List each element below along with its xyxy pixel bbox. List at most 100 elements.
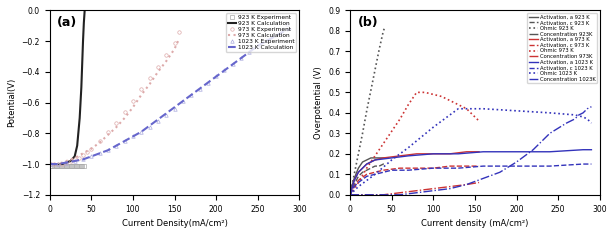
Ohmic 923 K [351,173,358,176]
973 K Calculation [88,147,95,150]
973 K Calculation [121,117,128,119]
Activation, c 923 K [363,169,370,172]
Activation, a 923 K [371,157,379,159]
Activation, a 1023 K [363,163,370,165]
973 K Experiment [50,163,58,165]
Concentration 973K [413,189,421,192]
Legend: 923 K Experiment, 923 K Calculation, 973 K Experiment, 973 K Calculation, 1023 K: 923 K Experiment, 923 K Calculation, 973… [226,13,297,52]
Activation, c 973 K [446,165,454,168]
973 K Calculation [96,141,103,144]
973 K Experiment [146,77,154,79]
1023 K Calculation [163,112,170,115]
Concentration 923K [371,193,379,196]
923 K Calculation [58,163,66,165]
1023 K Calculation [130,135,137,138]
Activation, a 923 K [351,177,358,180]
Concentration 1023K [413,191,421,194]
Concentration 1023K [580,111,587,114]
Concentration 973K [446,185,454,188]
1023 K Experiment [283,23,290,26]
Concentration 1023K [513,161,520,163]
973 K Calculation [138,94,145,96]
923 K Experiment [67,164,74,167]
1023 K Calculation [112,144,120,147]
1023 K Experiment [88,155,95,158]
923 K Experiment [75,164,82,167]
1023 K Calculation [179,100,187,102]
973 K Calculation [104,133,112,136]
973 K Calculation [130,106,137,109]
1023 K Calculation [154,118,161,121]
Concentration 973K [463,183,470,186]
923 K Experiment [62,164,69,167]
1023 K Calculation [121,140,128,142]
923 K Calculation [79,40,87,43]
1023 K Experiment [130,135,137,138]
Activation, c 973 K [379,169,387,172]
973 K Calculation [50,163,58,165]
1023 K Experiment [79,158,87,161]
Ohmic 1023 K [355,185,362,188]
X-axis label: Current Density(mA/cm²): Current Density(mA/cm²) [122,219,228,228]
Ohmic 923 K [363,110,370,112]
Concentration 923K [351,193,358,196]
Legend: Activation, a 923 K, Activation, c 923 K, Ohmic 923 K, Concentration 923K, Activ: Activation, a 923 K, Activation, c 923 K… [527,13,597,83]
Activation, a 1023 K [546,150,553,153]
973 K Experiment [163,54,170,56]
Activation, a 973 K [413,153,421,155]
973 K Calculation [154,70,161,73]
Concentration 1023K [496,171,503,174]
923 K Calculation [46,163,53,165]
1023 K Calculation [196,87,203,90]
Concentration 1023K [430,189,437,192]
973 K Experiment [55,163,62,165]
973 K Experiment [154,66,161,69]
973 K Experiment [63,161,70,164]
1023 K Calculation [221,69,228,72]
Activation, c 973 K [363,173,370,176]
Ohmic 973 K [475,120,483,122]
Line: Ohmic 973 K: Ohmic 973 K [350,92,479,195]
973 K Calculation [171,47,178,50]
Activation, a 923 K [359,161,366,163]
Activation, a 923 K [367,157,375,159]
1023 K Experiment [221,69,228,72]
1023 K Experiment [212,75,220,78]
Ohmic 1023 K [546,111,553,114]
Ohmic 973 K [471,116,478,118]
1023 K Experiment [262,38,270,41]
Ohmic 973 K [446,99,454,102]
1023 K Calculation [212,75,220,78]
Ohmic 923 K [367,89,375,92]
973 K Experiment [130,100,137,102]
1023 K Experiment [63,161,70,164]
973 K Experiment [171,41,178,44]
1023 K Calculation [88,155,95,158]
Ohmic 973 K [463,107,470,110]
923 K Experiment [77,164,84,167]
973 K Calculation [79,152,87,155]
1023 K Experiment [112,144,120,147]
Line: Activation, a 923 K: Activation, a 923 K [350,158,385,195]
Activation, a 973 K [346,193,354,196]
Activation, a 973 K [379,157,387,159]
973 K Calculation [163,60,170,63]
Activation, a 1023 K [405,154,412,157]
Activation, c 1023 K [388,169,395,172]
Ohmic 923 K [379,30,387,32]
923 K Calculation [77,86,85,89]
Ohmic 973 K [438,95,445,98]
Line: 973 K Calculation: 973 K Calculation [50,40,179,164]
Ohmic 973 K [346,193,354,196]
Activation, c 923 K [346,193,354,196]
Activation, c 1023 K [480,165,487,168]
1023 K Calculation [171,106,178,109]
Activation, c 1023 K [355,181,362,184]
Activation, a 923 K [379,157,387,159]
Line: Activation, c 923 K: Activation, c 923 K [350,164,385,195]
1023 K Calculation [279,31,287,33]
1023 K Calculation [46,163,53,165]
Activation, a 923 K [381,157,389,159]
Concentration 1023K [396,193,403,196]
Activation, c 923 K [376,165,383,168]
